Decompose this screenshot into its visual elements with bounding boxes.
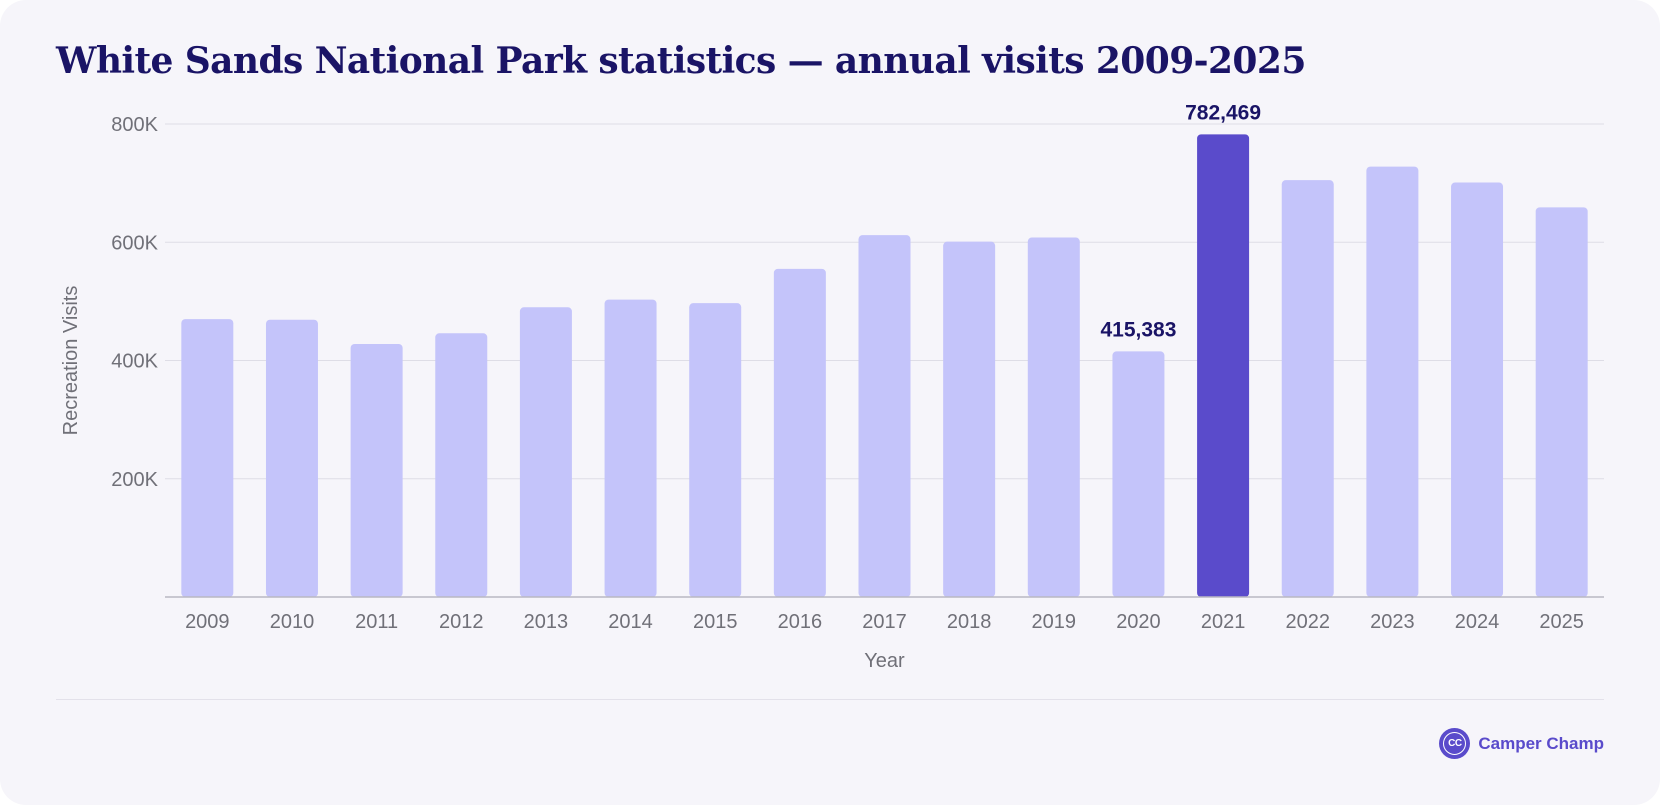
x-tick-label: 2015: [693, 611, 738, 633]
bar: [519, 307, 572, 597]
x-tick-label: 2017: [862, 611, 907, 633]
x-tick-label: 2016: [778, 611, 823, 633]
brand-name: Camper Champ: [1478, 733, 1604, 753]
bar: [181, 319, 234, 597]
bar: [858, 235, 911, 597]
data-label: 415,383: [1100, 318, 1176, 341]
x-tick-label: 2018: [947, 611, 992, 633]
bar: [265, 319, 318, 597]
chart-title: White Sands National Park statistics — a…: [56, 40, 1306, 82]
x-tick-label: 2009: [185, 611, 230, 633]
x-tick-label: 2011: [355, 611, 398, 633]
bar: [604, 299, 657, 597]
data-labels: 415,383 782,469: [1100, 101, 1261, 341]
x-axis-ticks: 2009 2010 2011 2012 2013 2014 2015 2016 2017 2018…: [185, 611, 1584, 633]
x-tick-label: 2020: [1116, 611, 1161, 633]
x-tick-label: 2022: [1285, 611, 1330, 633]
y-axis-ticks: 200K 400K 600K 800K: [111, 114, 158, 491]
bar: [1451, 182, 1504, 597]
y-axis-label: Recreation Visits: [60, 286, 82, 436]
bar: [350, 343, 403, 597]
bar: [689, 303, 742, 597]
bar: [435, 333, 488, 597]
bar-chart: 200K 400K 600K 800K 2009 2010 2011 2012 2013 201…: [60, 101, 1604, 672]
brand-logo: CC Camper Champ: [1439, 728, 1604, 759]
bar: [1112, 351, 1165, 597]
x-tick-label: 2021: [1201, 611, 1246, 633]
bar: [773, 268, 826, 597]
footer-divider: [56, 699, 1604, 700]
x-tick-label: 2023: [1370, 611, 1415, 633]
bar-highlighted: [1197, 134, 1250, 597]
x-tick-label: 2019: [1032, 611, 1077, 633]
x-axis-label: Year: [864, 650, 905, 672]
bars: [181, 134, 1588, 597]
bar: [1027, 237, 1080, 597]
x-tick-label: 2014: [608, 611, 653, 633]
bar: [1366, 166, 1419, 597]
y-tick-label: 400K: [111, 351, 158, 373]
x-tick-label: 2025: [1539, 611, 1584, 633]
bar: [943, 241, 996, 597]
x-tick-label: 2012: [439, 611, 484, 633]
logo-monogram: CC: [1443, 732, 1467, 755]
x-tick-label: 2024: [1455, 611, 1500, 633]
x-tick-label: 2013: [524, 611, 569, 633]
x-tick-label: 2010: [270, 611, 315, 633]
camper-champ-logo-icon: CC: [1439, 728, 1471, 759]
y-tick-label: 800K: [111, 114, 158, 136]
data-label: 782,469: [1185, 101, 1261, 124]
y-tick-label: 200K: [111, 469, 158, 491]
bar: [1281, 180, 1334, 597]
y-tick-label: 600K: [111, 232, 158, 254]
bar: [1535, 207, 1588, 597]
